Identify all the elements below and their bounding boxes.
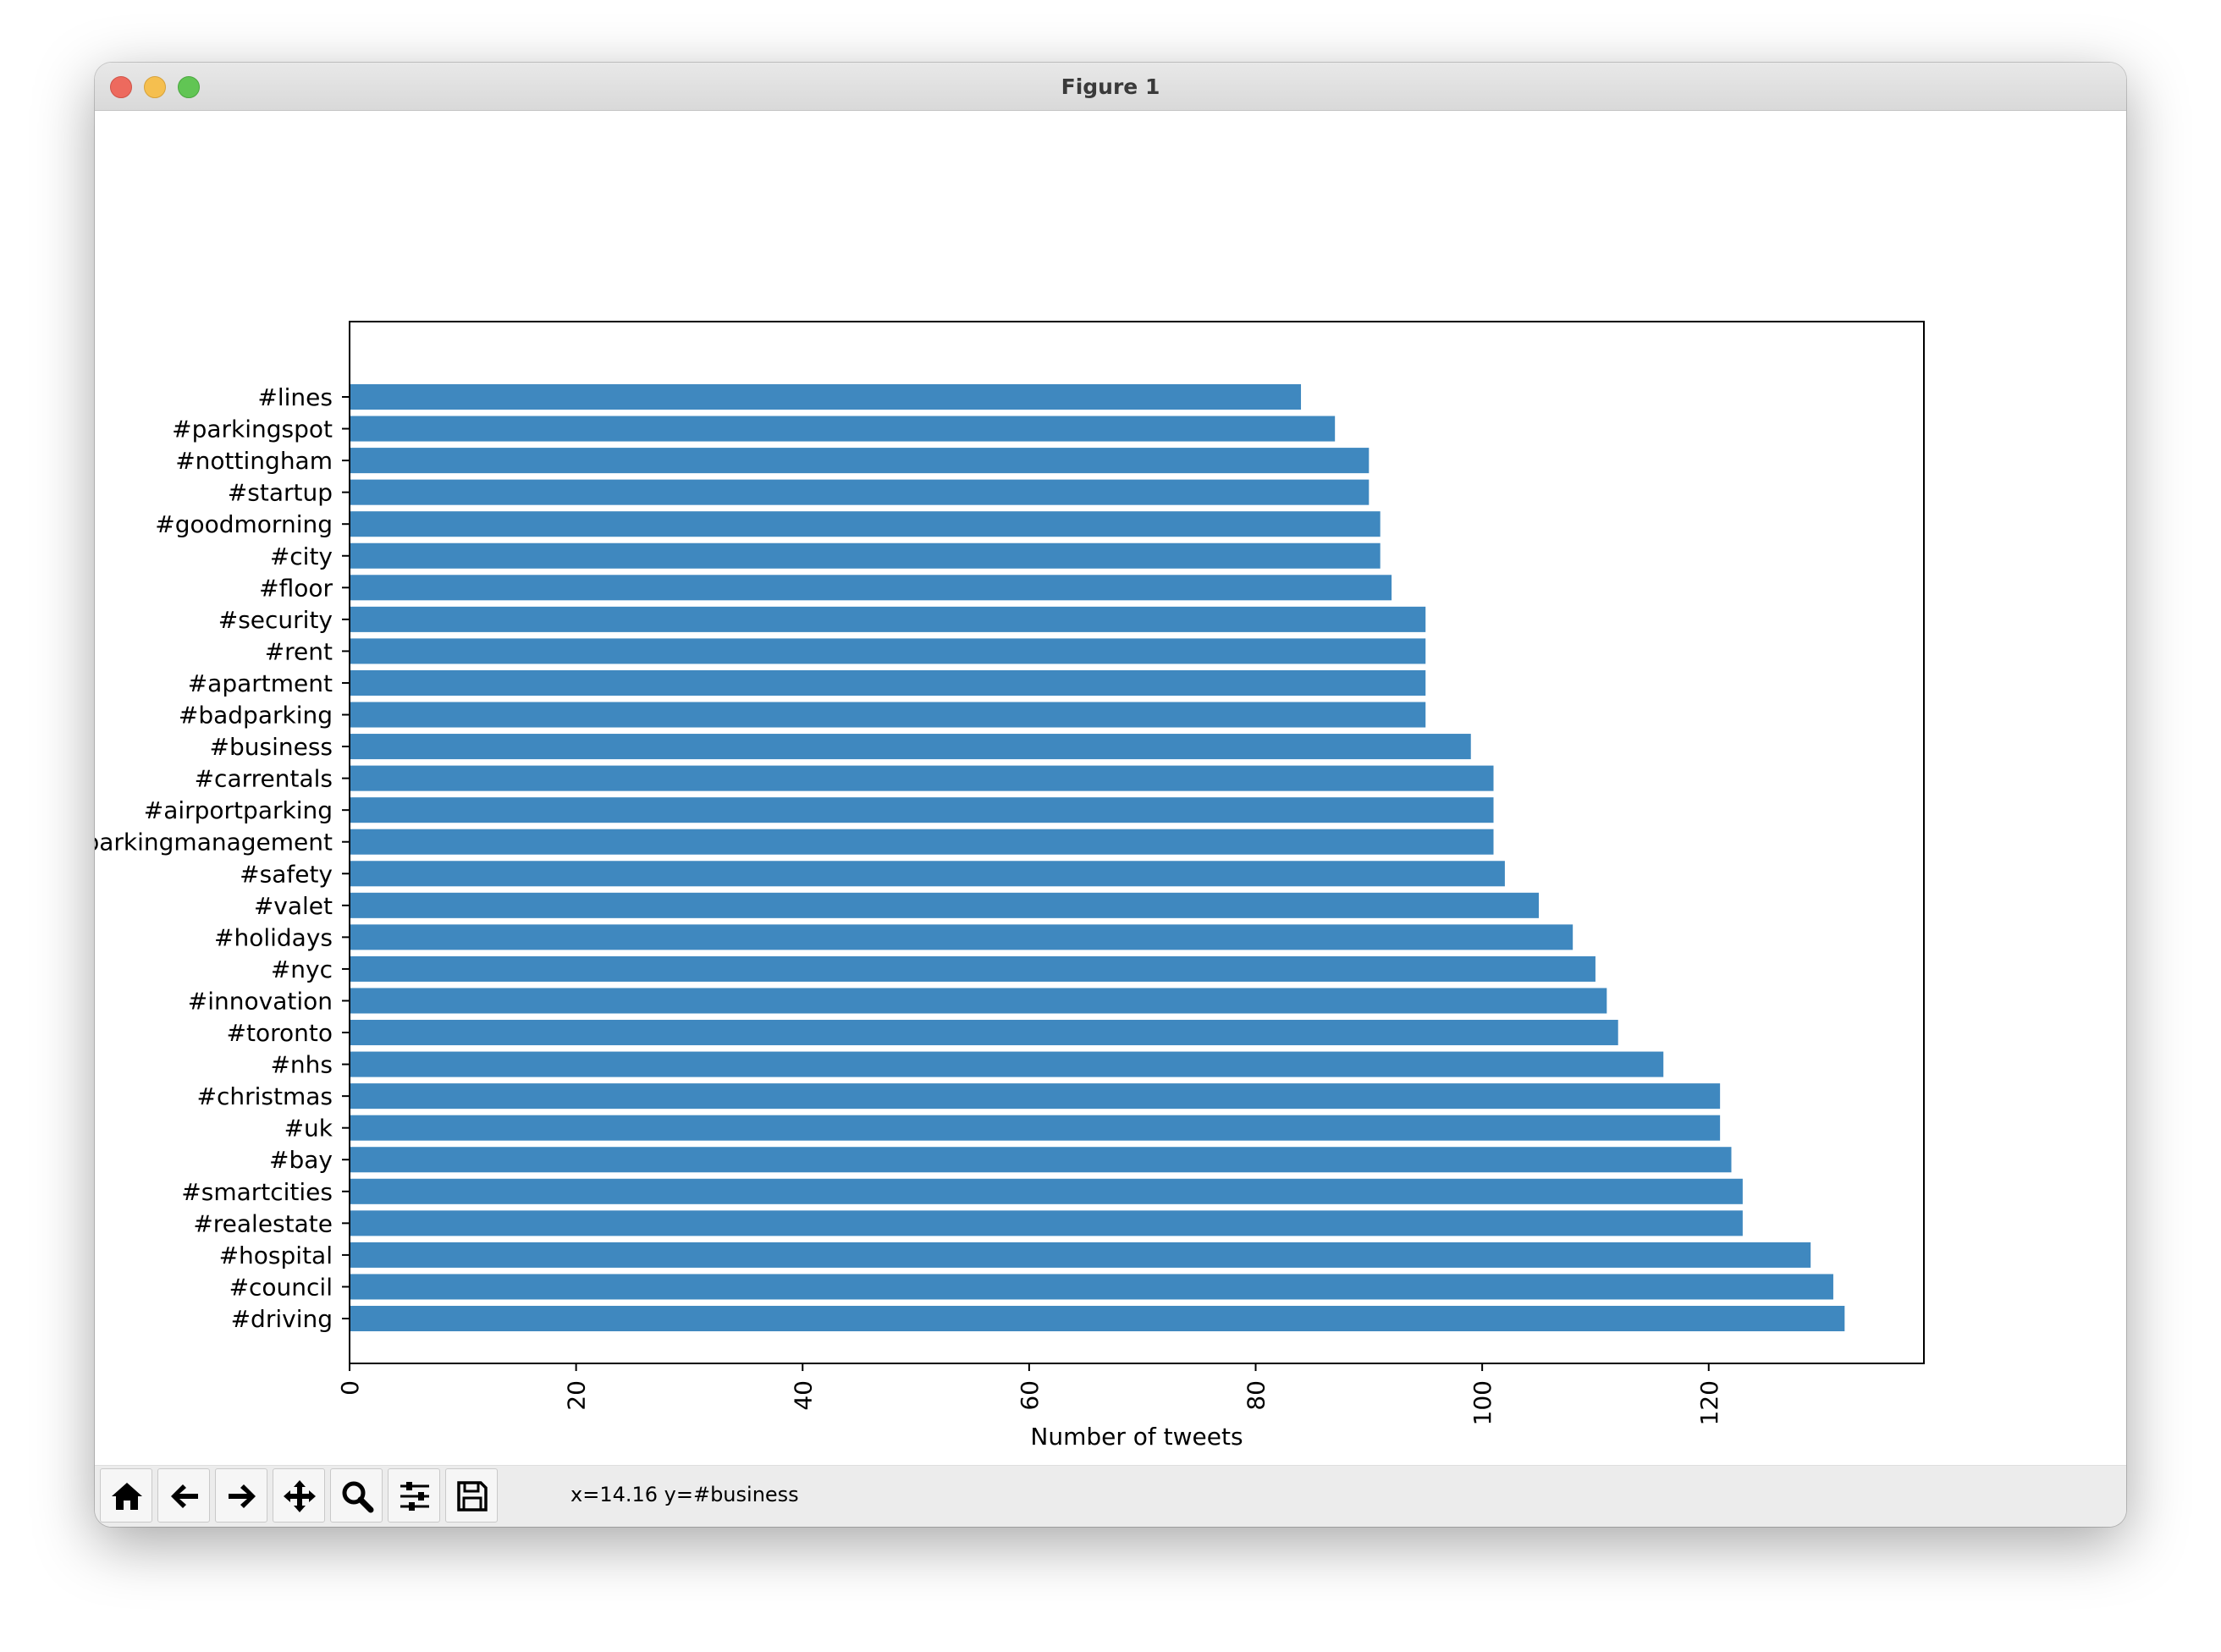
bar-startup xyxy=(350,479,1370,505)
magnifier-icon xyxy=(342,1481,374,1513)
pan-button[interactable] xyxy=(273,1468,325,1523)
y-tick-label: #innovation xyxy=(188,987,333,1015)
y-tick-label: #startup xyxy=(228,479,333,507)
x-tick-label: 20 xyxy=(563,1380,591,1411)
x-tick-label: 0 xyxy=(336,1380,364,1396)
bar-city xyxy=(350,542,1381,569)
bar-airportparking xyxy=(350,797,1494,823)
y-axis: #driving #council #hospital #realestate #sma… xyxy=(95,383,350,1333)
bar-nhs xyxy=(350,1051,1664,1077)
bar-nottingham xyxy=(350,448,1370,474)
x-axis: 0 20 40 60 80 100 120 xyxy=(336,1363,1723,1425)
y-tick-label: #lines xyxy=(257,383,333,411)
bar-carrentals xyxy=(350,765,1494,791)
forward-button[interactable] xyxy=(215,1468,267,1523)
x-tick-label: 80 xyxy=(1243,1380,1270,1411)
arrow-left-icon xyxy=(171,1484,198,1508)
y-tick-label: #nhs xyxy=(270,1051,333,1079)
bars-layer xyxy=(350,383,1845,1332)
y-tick-label: #toronto xyxy=(227,1019,333,1047)
figure-window: Figure 1 #driving #council #hospital #reale… xyxy=(95,63,2126,1527)
back-button[interactable] xyxy=(157,1468,210,1523)
bar-smartcities xyxy=(350,1178,1743,1204)
bar-holidays xyxy=(350,924,1573,950)
y-tick-label: #floor xyxy=(259,574,333,602)
window-title: Figure 1 xyxy=(1061,74,1160,99)
arrow-right-icon xyxy=(229,1484,256,1508)
y-tick-label: #smartcities xyxy=(181,1178,333,1206)
x-tick-label: 40 xyxy=(789,1380,817,1411)
bar-floor xyxy=(350,575,1392,601)
y-tick-label: #badparking xyxy=(179,702,333,730)
bar-bay xyxy=(350,1147,1732,1173)
y-tick-label: #business xyxy=(210,733,333,761)
bar-council xyxy=(350,1274,1833,1300)
bar-rent xyxy=(350,638,1426,664)
bar-badparking xyxy=(350,702,1426,728)
home-button[interactable] xyxy=(100,1468,152,1523)
x-tick-label: 100 xyxy=(1469,1380,1496,1425)
bar-realestate xyxy=(350,1210,1743,1236)
y-tick-label: #airportparking xyxy=(144,796,333,824)
y-tick-label: #bay xyxy=(269,1146,333,1174)
y-tick-label: #driving xyxy=(231,1305,333,1333)
bar-uk xyxy=(350,1115,1721,1141)
bar-innovation xyxy=(350,988,1607,1014)
y-tick-label: #valet xyxy=(254,892,333,920)
y-tick-label: #nyc xyxy=(271,955,333,983)
y-tick-label: #security xyxy=(218,606,333,634)
y-tick-label: #parkingmanagement xyxy=(95,829,333,856)
save-button[interactable] xyxy=(445,1468,498,1523)
y-tick-label: #parkingspot xyxy=(172,416,333,443)
bar-valet xyxy=(350,892,1540,918)
y-tick-label: #carrentals xyxy=(195,765,333,793)
y-tick-label: #city xyxy=(270,542,333,570)
title-bar: Figure 1 xyxy=(95,63,2126,111)
bar-goodmorning xyxy=(350,511,1381,537)
bar-safety xyxy=(350,861,1505,887)
y-tick-label: #council xyxy=(229,1273,333,1301)
y-tick-label: #apartment xyxy=(188,669,333,697)
bar-toronto xyxy=(350,1020,1618,1046)
x-axis-label: Number of tweets xyxy=(1030,1423,1243,1451)
y-tick-label: #hospital xyxy=(219,1242,333,1269)
navigation-toolbar: x=14.16 y=#business xyxy=(95,1465,2126,1527)
bar-christmas xyxy=(350,1083,1721,1110)
bar-nyc xyxy=(350,955,1595,982)
home-icon xyxy=(112,1483,142,1510)
configure-subplots-button[interactable] xyxy=(388,1468,440,1523)
y-tick-label: #safety xyxy=(240,860,333,888)
y-tick-label: #nottingham xyxy=(175,447,333,475)
sliders-icon xyxy=(400,1482,429,1511)
y-tick-label: #rent xyxy=(265,637,333,665)
x-tick-label: 120 xyxy=(1695,1380,1723,1425)
y-tick-label: #uk xyxy=(284,1115,333,1143)
bar-apartment xyxy=(350,669,1426,696)
close-window-button[interactable] xyxy=(110,76,132,98)
minimize-window-button[interactable] xyxy=(144,76,166,98)
y-tick-label: #goodmorning xyxy=(155,510,333,538)
y-tick-label: #christmas xyxy=(197,1082,333,1110)
bar-driving xyxy=(350,1305,1845,1332)
bar-lines xyxy=(350,383,1302,410)
chart-canvas[interactable]: #driving #council #hospital #realestate #sma… xyxy=(95,111,2126,1465)
bar-hospital xyxy=(350,1242,1811,1268)
cursor-status-readout: x=14.16 y=#business xyxy=(570,1483,799,1506)
zoom-window-button[interactable] xyxy=(178,76,200,98)
bar-business xyxy=(350,734,1471,760)
floppy-disk-icon xyxy=(457,1481,488,1512)
zoom-button[interactable] xyxy=(330,1468,383,1523)
y-tick-label: #holidays xyxy=(214,923,333,951)
move-icon xyxy=(284,1480,316,1512)
bar-security xyxy=(350,606,1426,632)
y-tick-label: #realestate xyxy=(193,1209,333,1237)
x-tick-label: 60 xyxy=(1016,1380,1044,1411)
bar-parkingmanagement xyxy=(350,829,1494,855)
bar-parkingspot xyxy=(350,416,1336,442)
